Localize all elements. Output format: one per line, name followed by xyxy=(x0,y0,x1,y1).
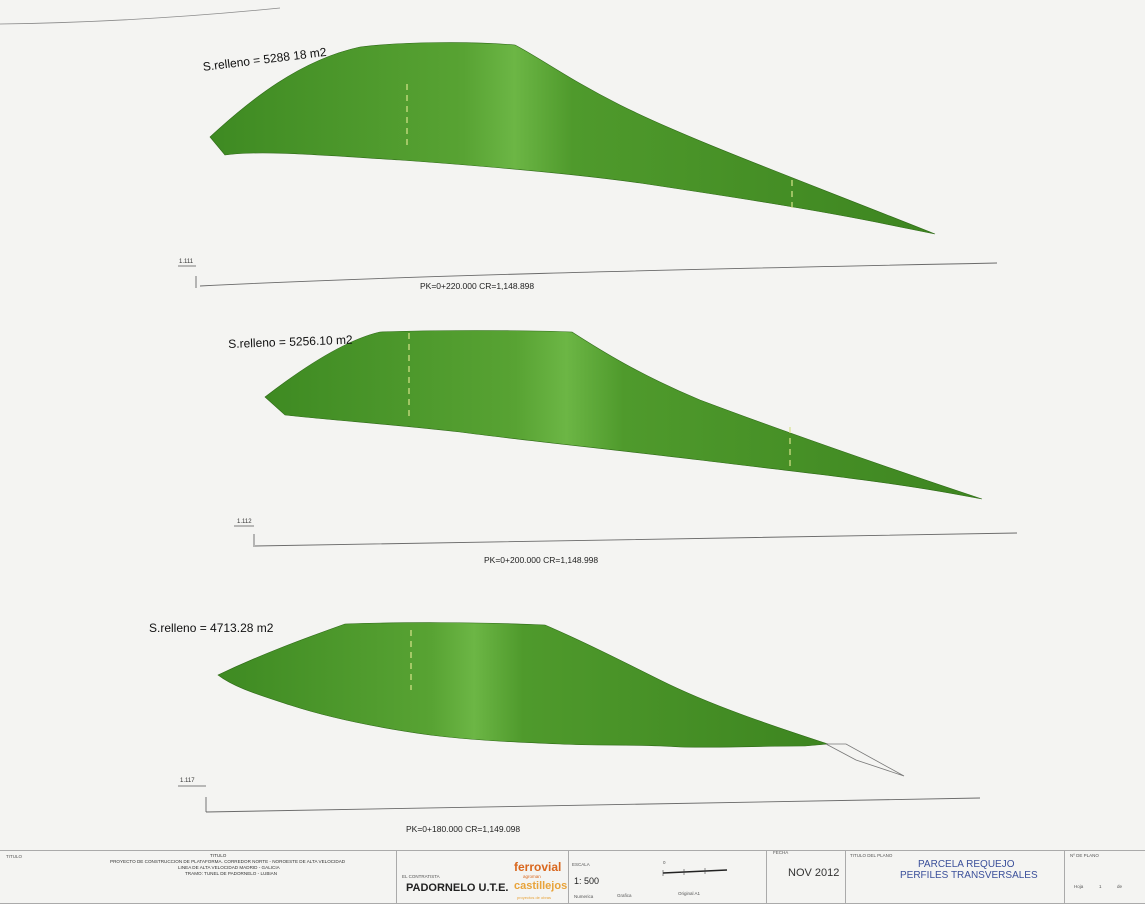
station-label-1: PK=0+220.000 CR=1,148.898 xyxy=(420,281,535,291)
titulo-label: TITULO xyxy=(6,854,23,859)
logo-castillejos: castillejos xyxy=(514,880,568,892)
hoja-number: 1 xyxy=(1099,884,1102,889)
elevation-label-2: 1.112 xyxy=(237,519,252,525)
contratista-label: EL CONTRATISTA xyxy=(402,874,440,879)
station-label-3: PK=0+180.000 CR=1,149.098 xyxy=(406,824,521,834)
datum-tick-1 xyxy=(178,265,197,288)
de-label: de xyxy=(1117,884,1123,889)
date-value: NOV 2012 xyxy=(788,867,840,879)
cross-section-3 xyxy=(178,622,981,813)
elevation-label-3: 1.117 xyxy=(180,778,195,784)
logo-agroman: agroman xyxy=(523,874,541,879)
ground-line-2 xyxy=(254,532,1018,547)
elevation-label-1: 1.111 xyxy=(179,259,194,265)
plan-title-line-2: PERFILES TRANSVERSALES xyxy=(900,870,1038,881)
fill-area-3 xyxy=(217,622,829,748)
graphic-scale-bar xyxy=(662,868,728,876)
logo-ferrovial: ferrovial xyxy=(514,860,562,874)
ground-line-3 xyxy=(205,797,981,813)
ground-line-1 xyxy=(199,262,998,287)
titulo-plano-label: TITULO DEL PLANO xyxy=(850,853,893,858)
hoja-label: Hoja xyxy=(1074,884,1084,889)
original-size-label: Original A1 xyxy=(678,891,701,896)
datum-tick-2 xyxy=(234,525,255,547)
contractor-name: PADORNELO U.T.E. xyxy=(406,882,509,894)
nplano-label: Nº DE PLANO xyxy=(1070,853,1099,858)
fill-area-1 xyxy=(209,42,936,235)
datum-tick-3 xyxy=(178,785,207,812)
station-label-2: PK=0+200.000 CR=1,148.998 xyxy=(484,555,599,565)
titulo-sub-label: TITULO xyxy=(210,853,227,858)
fill-area-label-3: S.relleno = 4713.28 m2 xyxy=(149,621,274,635)
top-edge-line xyxy=(0,7,281,25)
title-block: TITULO TITULO PROYECTO DE CONSTRUCCION D… xyxy=(0,850,1145,904)
escala-label: ESCALA xyxy=(572,862,590,867)
fecha-label: FECHA xyxy=(773,850,789,855)
project-line-3: TRAMO: TUNEL DE PADORNELO - LUBIAN xyxy=(185,871,278,876)
project-line-2: LINEA DE ALTA VELOCIDAD MADRID - GALICIA xyxy=(178,865,280,870)
scale-value: 1: 500 xyxy=(574,876,600,886)
logo-tagline: proyectos de obras xyxy=(517,895,552,900)
fill-area-2 xyxy=(264,330,983,500)
scale-zero: 0 xyxy=(663,860,666,865)
project-line-1: PROYECTO DE CONSTRUCCION DE PLATAFORMA. … xyxy=(110,859,346,864)
cross-section-1 xyxy=(178,42,998,288)
numerica-label: Numerica xyxy=(574,894,594,899)
grafica-label: Grafica xyxy=(617,893,632,898)
plan-title-line-1: PARCELA REQUEJO xyxy=(918,859,1015,870)
excavation-outline-3 xyxy=(825,743,905,777)
cross-section-2 xyxy=(234,330,1018,547)
